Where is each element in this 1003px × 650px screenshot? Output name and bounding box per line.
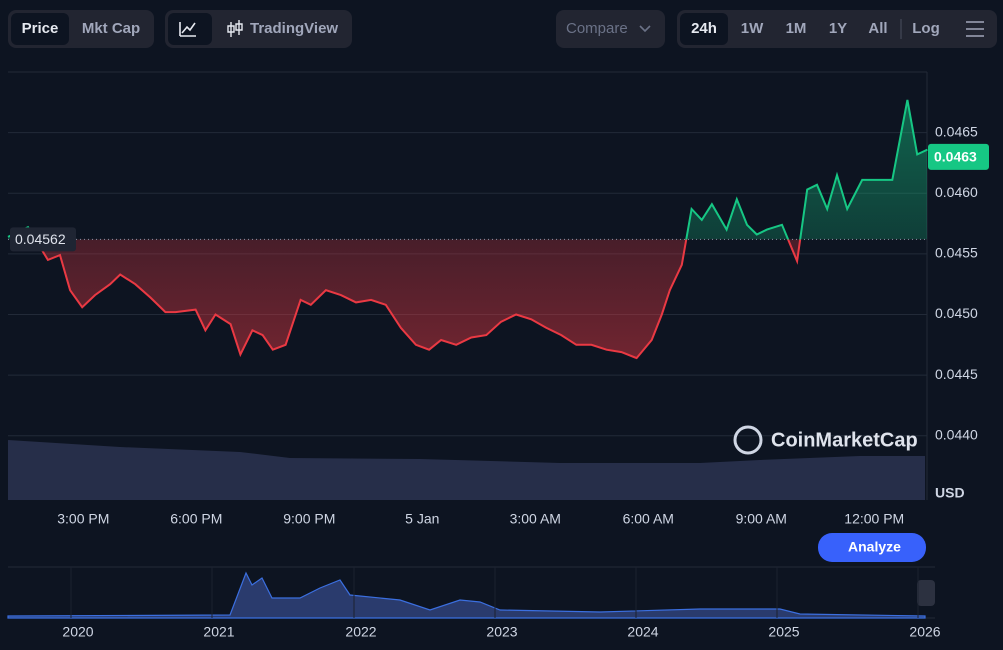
year-label: 2021 bbox=[203, 624, 234, 640]
log-button[interactable]: Log bbox=[912, 20, 940, 37]
active-toggle bbox=[11, 13, 69, 45]
baseline-label: 0.04562 bbox=[15, 231, 66, 247]
x-tick-label: 3:00 AM bbox=[510, 511, 561, 527]
analyze-button[interactable] bbox=[818, 533, 926, 562]
y-tick-label: 0.0460 bbox=[935, 184, 978, 200]
settings-icon[interactable] bbox=[966, 21, 984, 37]
mktcap-toggle[interactable]: Mkt Cap bbox=[82, 20, 140, 37]
line-icon bbox=[179, 22, 196, 37]
chevron bbox=[639, 25, 651, 33]
nav-area bbox=[7, 571, 926, 619]
y-tick-label: 0.0465 bbox=[935, 123, 978, 139]
last-price-label: 0.0463 bbox=[934, 149, 977, 165]
y-tick-label: 0.0450 bbox=[935, 305, 978, 321]
analyze-label: Analyze bbox=[848, 539, 901, 555]
tradingview-button[interactable]: TradingView bbox=[250, 20, 338, 37]
y-tick-label: 0.0440 bbox=[935, 426, 978, 442]
price-toggle[interactable]: Price bbox=[22, 20, 59, 37]
x-tick-label: 6:00 PM bbox=[170, 511, 222, 527]
cmc-logo bbox=[733, 425, 763, 455]
watermark: CoinMarketCap bbox=[771, 429, 918, 451]
y-tick-label: 0.0455 bbox=[935, 245, 978, 261]
year-label: 2026 bbox=[909, 624, 940, 640]
range-button[interactable]: All bbox=[868, 20, 887, 37]
x-tick-label: 5 Jan bbox=[405, 511, 439, 527]
range-button[interactable]: 1W bbox=[741, 20, 764, 37]
x-tick-label: 12:00 PM bbox=[844, 511, 904, 527]
unit-label: USD bbox=[935, 485, 965, 501]
ranges: 24h 1W 1M 1Y All bbox=[691, 20, 888, 37]
range-button[interactable]: 1M bbox=[786, 20, 807, 37]
year-label: 2020 bbox=[62, 624, 93, 640]
candle-icon bbox=[227, 20, 243, 37]
active-range bbox=[680, 13, 728, 45]
volume-area bbox=[8, 440, 925, 500]
price-line bbox=[7, 99, 928, 360]
years: 2020 2021 2022 2023 2024 2025 2026 bbox=[62, 567, 941, 640]
year-label: 2022 bbox=[345, 624, 376, 640]
year-label: 2023 bbox=[486, 624, 517, 640]
baseline-tag bbox=[10, 227, 76, 252]
x-tick-label: 9:00 AM bbox=[736, 511, 787, 527]
year-label: 2024 bbox=[627, 624, 658, 640]
year-label: 2025 bbox=[768, 624, 799, 640]
range-button[interactable]: 1Y bbox=[829, 20, 847, 37]
y-tick-label: 0.0445 bbox=[935, 366, 978, 382]
area-down bbox=[35, 239, 801, 359]
range-button[interactable]: 24h bbox=[691, 20, 717, 37]
grid: 0.0440 0.0445 0.0450 0.0455 0.0460 0.0465 3:00… bbox=[8, 123, 978, 527]
x-tick-label: 3:00 PM bbox=[57, 511, 109, 527]
last-price-tag bbox=[928, 143, 989, 170]
range-group bbox=[677, 10, 997, 48]
x-tick-label: 6:00 AM bbox=[623, 511, 674, 527]
compare-label: Compare bbox=[566, 20, 628, 37]
compare-button[interactable] bbox=[556, 10, 665, 48]
series: 0.04562 0.0463 bbox=[7, 99, 989, 360]
x-tick-label: 9:00 PM bbox=[283, 511, 335, 527]
area-up bbox=[8, 99, 927, 240]
nav-handle[interactable] bbox=[917, 580, 935, 606]
